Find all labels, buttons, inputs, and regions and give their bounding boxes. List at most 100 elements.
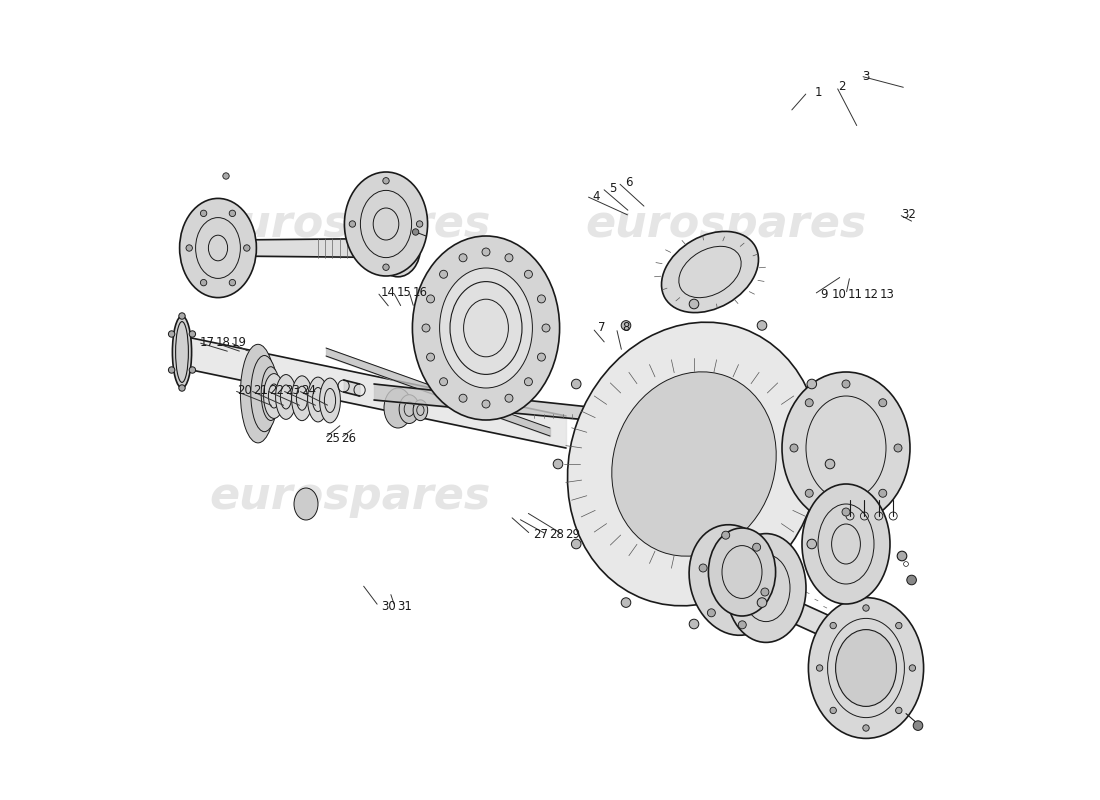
Circle shape: [621, 321, 630, 330]
Circle shape: [761, 588, 769, 596]
Ellipse shape: [384, 388, 412, 428]
Ellipse shape: [241, 344, 276, 443]
Circle shape: [894, 444, 902, 452]
Circle shape: [525, 378, 532, 386]
Circle shape: [830, 622, 836, 629]
Text: eurospares: eurospares: [209, 474, 491, 518]
Circle shape: [440, 270, 448, 278]
Circle shape: [895, 622, 902, 629]
Ellipse shape: [808, 598, 924, 738]
Circle shape: [482, 400, 490, 408]
Ellipse shape: [308, 377, 329, 422]
Text: 23: 23: [285, 384, 300, 397]
Text: 1: 1: [814, 86, 822, 98]
Text: 20: 20: [236, 384, 252, 397]
Text: 17: 17: [200, 336, 216, 349]
Circle shape: [757, 321, 767, 330]
Ellipse shape: [399, 394, 419, 423]
Circle shape: [505, 394, 513, 402]
Circle shape: [906, 575, 916, 585]
Text: 15: 15: [397, 286, 411, 298]
Ellipse shape: [294, 488, 318, 520]
Ellipse shape: [344, 172, 428, 276]
Circle shape: [898, 551, 906, 561]
Circle shape: [879, 398, 887, 406]
Circle shape: [895, 707, 902, 714]
Circle shape: [805, 490, 813, 498]
Ellipse shape: [276, 374, 296, 419]
Circle shape: [862, 725, 869, 731]
Circle shape: [700, 564, 707, 572]
Ellipse shape: [612, 372, 777, 556]
Circle shape: [738, 621, 746, 629]
Text: 10: 10: [833, 288, 847, 301]
Circle shape: [538, 353, 546, 361]
Circle shape: [383, 264, 389, 270]
Circle shape: [538, 295, 546, 303]
Ellipse shape: [375, 219, 420, 277]
Circle shape: [816, 665, 823, 671]
Ellipse shape: [412, 236, 560, 420]
Ellipse shape: [689, 525, 779, 635]
Text: 32: 32: [901, 208, 916, 221]
Ellipse shape: [440, 268, 532, 388]
Text: 19: 19: [232, 336, 248, 349]
Ellipse shape: [726, 534, 806, 642]
Circle shape: [505, 254, 513, 262]
Text: eurospares: eurospares: [585, 474, 867, 518]
Circle shape: [842, 508, 850, 516]
Circle shape: [910, 665, 915, 671]
Circle shape: [805, 398, 813, 406]
Circle shape: [690, 299, 698, 309]
Text: 2: 2: [838, 80, 846, 93]
Ellipse shape: [292, 376, 312, 421]
Text: 30: 30: [381, 600, 396, 613]
Circle shape: [830, 707, 836, 714]
Text: 13: 13: [880, 288, 895, 301]
Text: 22: 22: [268, 384, 284, 397]
Text: eurospares: eurospares: [209, 202, 491, 246]
Circle shape: [842, 380, 850, 388]
Text: 24: 24: [301, 384, 316, 397]
Text: 9: 9: [820, 288, 827, 301]
Circle shape: [913, 721, 923, 730]
Circle shape: [383, 178, 389, 184]
Circle shape: [427, 353, 434, 361]
Circle shape: [168, 366, 175, 373]
Text: 5: 5: [608, 182, 616, 194]
Text: 29: 29: [565, 528, 580, 541]
Circle shape: [722, 531, 729, 539]
Circle shape: [807, 539, 816, 549]
Circle shape: [752, 543, 760, 551]
Circle shape: [223, 173, 229, 179]
Ellipse shape: [264, 374, 285, 418]
Circle shape: [427, 295, 434, 303]
Circle shape: [757, 598, 767, 607]
Circle shape: [525, 270, 532, 278]
Circle shape: [229, 210, 235, 217]
Text: 18: 18: [217, 336, 231, 349]
Text: 7: 7: [598, 322, 606, 334]
Circle shape: [542, 324, 550, 332]
Circle shape: [412, 229, 419, 235]
Ellipse shape: [414, 400, 428, 421]
Text: 11: 11: [848, 288, 864, 301]
Text: 21: 21: [253, 384, 268, 397]
Circle shape: [707, 609, 715, 617]
Text: 27: 27: [532, 528, 548, 541]
Text: 8: 8: [623, 322, 629, 334]
Circle shape: [621, 598, 630, 607]
Circle shape: [189, 331, 196, 338]
Ellipse shape: [708, 528, 775, 616]
Circle shape: [229, 279, 235, 286]
Circle shape: [690, 619, 698, 629]
Ellipse shape: [782, 372, 910, 524]
Circle shape: [553, 459, 563, 469]
Circle shape: [168, 331, 175, 338]
Ellipse shape: [568, 322, 821, 606]
Circle shape: [459, 394, 468, 402]
Circle shape: [482, 248, 490, 256]
Text: 6: 6: [625, 176, 632, 189]
Circle shape: [243, 245, 250, 251]
Text: 16: 16: [412, 286, 428, 298]
